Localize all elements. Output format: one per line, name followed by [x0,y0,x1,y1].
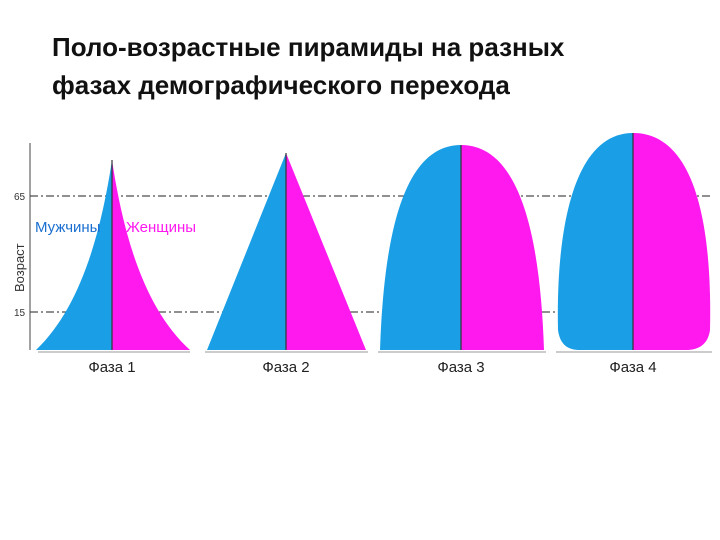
female-half [112,160,190,350]
male-half [207,153,286,350]
legend-female: Женщины [126,219,196,236]
pyramid-phase-1 [36,160,190,350]
y-axis-label: Возраст [12,243,27,292]
pyramid-phase-2 [207,153,366,350]
title-line-2: фазах демографического перехода [52,70,510,100]
male-half [380,145,461,350]
phase-label-4: Фаза 4 [609,359,656,376]
male-half [557,133,633,350]
slide-title: Поло-возрастные пирамиды на разных фазах… [52,28,692,104]
tick-65: 65 [14,192,26,203]
male-half [36,160,112,350]
pyramid-phase-3 [380,145,544,350]
phase-label-3: Фаза 3 [437,359,484,376]
female-half [286,153,366,350]
pyramid-phase-4 [557,133,711,350]
title-line-1: Поло-возрастные пирамиды на разных [52,32,565,62]
phase-label-2: Фаза 2 [262,359,309,376]
female-half [633,133,711,350]
tick-15: 15 [14,308,26,319]
phase-label-1: Фаза 1 [88,359,135,376]
female-half [461,145,544,350]
legend-male: Мужчины [35,219,100,236]
